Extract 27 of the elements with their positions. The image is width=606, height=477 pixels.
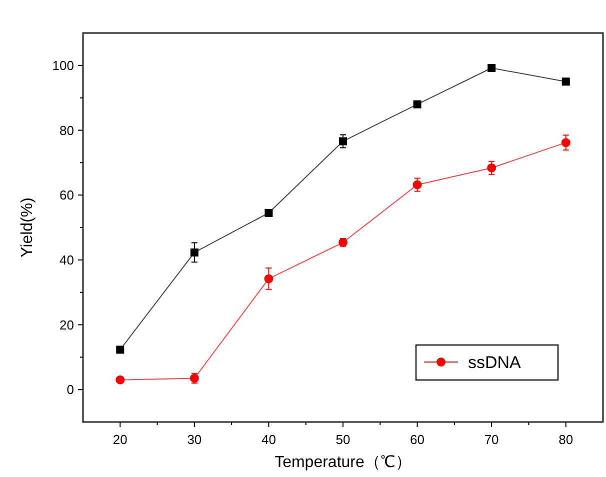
legend: ssDNA — [415, 344, 559, 381]
point — [561, 138, 570, 148]
x-axis-title: Temperature（℃） — [274, 454, 412, 471]
y-tick-label: 40 — [60, 252, 74, 268]
point — [413, 100, 422, 108]
x-tick-label: 30 — [187, 432, 202, 447]
point — [487, 163, 496, 172]
y-tick-label: 100 — [52, 58, 74, 73]
point — [412, 180, 422, 190]
legend-label: ssDNA — [468, 353, 522, 372]
x-tick-label: 80 — [558, 432, 574, 447]
y-tick-label: 60 — [60, 188, 74, 203]
x-tick-label: 40 — [261, 432, 276, 447]
point — [116, 375, 125, 384]
x-tick-label: 60 — [410, 432, 425, 447]
y-tick-label: 0 — [66, 382, 74, 398]
y-tick-label: 20 — [60, 317, 74, 332]
point — [116, 346, 124, 354]
y-axis-title: Yield(%) — [19, 198, 36, 258]
x-tick-label: 70 — [484, 432, 499, 447]
y-tick-label: 80 — [60, 122, 74, 138]
point — [190, 248, 198, 256]
point — [488, 64, 496, 72]
x-tick-label: 50 — [336, 432, 350, 447]
point — [339, 137, 347, 146]
x-tick-label: 20 — [112, 432, 128, 447]
point — [264, 274, 274, 284]
